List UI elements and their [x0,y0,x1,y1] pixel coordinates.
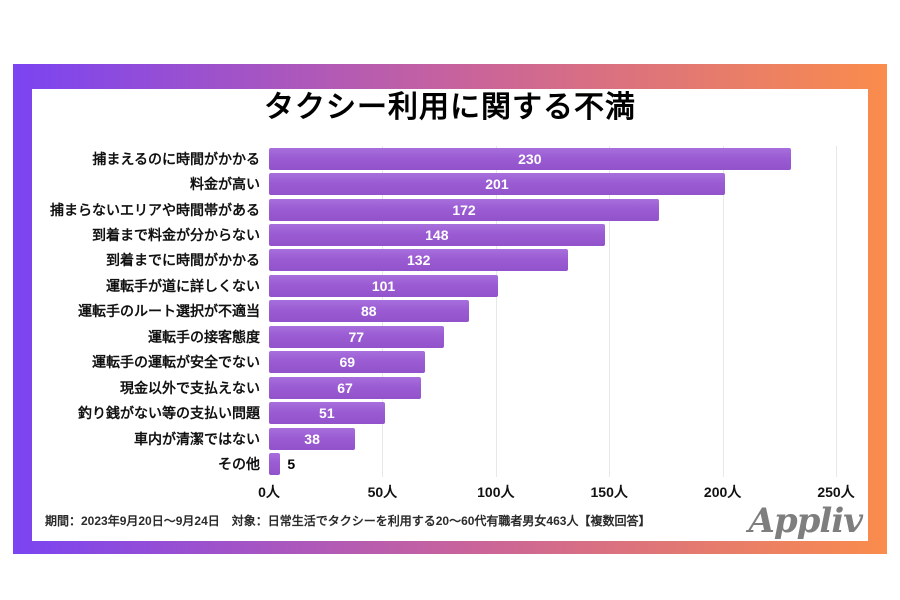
bar-track: 172 [269,198,836,221]
category-label: 現金以外で支払えない [120,379,260,396]
appliv-logo: Appliv [748,501,863,541]
category-label: 料金が高い [190,176,260,193]
category-label: 釣り銭がない等の支払い問題 [78,405,260,422]
bar-track: 201 [269,173,836,196]
bar-row: 捕まらないエリアや時間帯がある 172 [32,197,868,222]
value-label: 51 [319,405,335,422]
value-label: 172 [452,201,476,218]
gridline [495,146,497,477]
bar: 132 [269,249,569,272]
x-tick-label: 0人 [258,483,280,500]
value-label: 5 [287,455,296,472]
bar-track: 230 [269,147,836,170]
category-label: 運転手が道に詳しくない [106,277,260,294]
category-label: 運転手のルート選択が不適当 [78,303,260,320]
bar-row: 到着まで料金が分からない 148 [32,222,868,247]
x-tick-label: 50人 [367,483,398,500]
bar-row: 運転手が道に詳しくない 101 [32,273,868,298]
bar-row: 現金以外で支払えない 67 [32,375,868,400]
category-label: 到着までに時間がかかる [106,252,260,269]
gridline [722,146,724,477]
bar: 38 [269,427,356,450]
bar-row: 釣り銭がない等の支払い問題 51 [32,400,868,425]
gridline [836,146,837,477]
category-label: 捕まらないエリアや時間帯がある [50,201,260,218]
bar: 77 [269,325,444,348]
x-axis: 0人 50人 100人 150人 200人 250人 [258,480,855,502]
x-tick-label: 250人 [817,483,855,500]
value-label: 101 [371,277,396,294]
bar-rows: 捕まえるのに時間がかかる 230 料金が高い 201 捕まらないエリアや時間帯がある 17… [32,146,868,477]
bar: 172 [269,198,660,221]
bar: 88 [269,300,469,323]
bar: 51 [269,402,385,425]
bar-row: その他 5 [32,451,868,476]
bar-chart: 捕まえるのに時間がかかる 230 料金が高い 201 捕まらないエリアや時間帯がある 17… [32,146,868,502]
gradient-frame: タクシー利用に関する不満 捕まえるのに時間がかかる 230 料金が高い 201 捕まらな… [13,64,887,554]
bar-row: 捕まえるのに時間がかかる 230 [32,146,868,171]
bar: 69 [269,351,426,374]
bar-track: 101 [269,274,836,297]
x-tick-label: 200人 [703,483,742,500]
bar-row: 料金が高い 201 [32,171,868,196]
footer: 期間：2023年9月20日～9月24日 対象：日常生活でタクシーを利用する20～… [45,501,863,541]
category-label: 運転手の接客態度 [148,328,260,345]
category-label: 到着まで料金が分からない [92,227,260,244]
category-label: 運転手の運転が安全でない [92,354,260,371]
bar-row: 車内が清潔ではない 38 [32,426,868,451]
value-label: 148 [425,227,449,244]
bar-track: 88 [269,300,836,323]
bar: 148 [269,224,605,247]
bar-track: 38 [269,427,836,450]
gridline [609,146,611,477]
bar-track: 51 [269,402,836,425]
bar-track: 67 [269,376,836,399]
bar: 201 [269,173,725,196]
category-label: 捕まえるのに時間がかかる [92,150,260,167]
bar-track: 69 [269,351,836,374]
chart-title: タクシー利用に関する不満 [264,91,636,124]
bar: 230 [269,147,791,170]
bar-track: 132 [269,249,836,272]
x-tick-label: 100人 [477,483,515,500]
survey-note: 期間：2023年9月20日～9月24日 対象：日常生活でタクシーを利用する20～… [45,514,651,528]
bar-track: 5 [269,452,836,475]
chart-card: タクシー利用に関する不満 捕まえるのに時間がかかる 230 料金が高い 201 捕まらな… [32,89,868,541]
value-label: 38 [304,430,320,447]
bar-row: 到着までに時間がかかる 132 [32,248,868,273]
category-label: その他 [218,455,260,472]
value-label: 69 [339,354,356,371]
x-tick-label: 150人 [590,483,628,500]
value-label: 88 [361,303,377,320]
bar-row: 運転手の接客態度 77 [32,324,868,349]
bar-track: 148 [269,224,836,247]
bar-track: 77 [269,325,836,348]
value-label: 77 [348,328,365,345]
value-label: 67 [337,379,353,396]
bar-row: 運転手のルート選択が不適当 88 [32,299,868,324]
bar-row: 運転手の運転が安全でない 69 [32,350,868,375]
bar: 67 [269,376,421,399]
category-label: 車内が清潔ではない [134,430,260,447]
value-label: 230 [518,150,542,167]
value-label: 201 [485,176,509,193]
value-label: 132 [407,252,431,269]
bar: 101 [269,274,499,297]
bar [269,452,281,475]
